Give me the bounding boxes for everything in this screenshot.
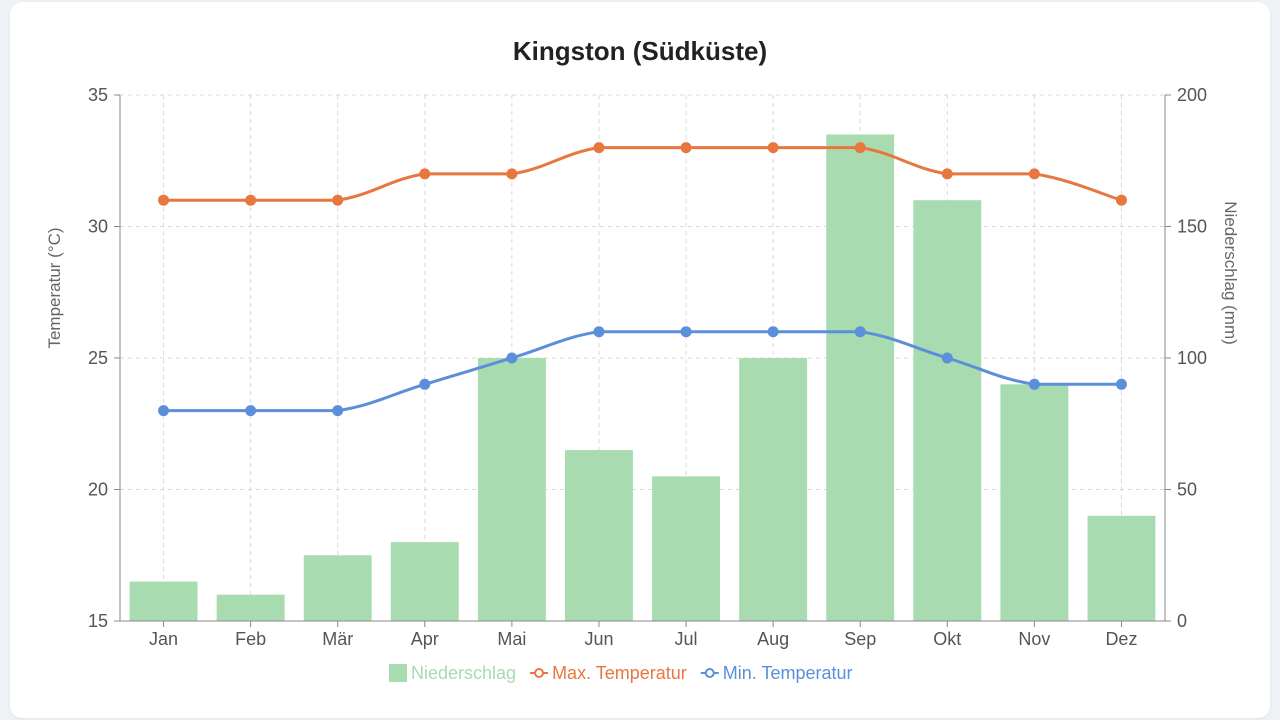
bar-niederschlag-Jan (129, 581, 198, 621)
bar-niederschlag-Nov (1000, 384, 1069, 621)
point-min-temperatur-Dez (1115, 378, 1127, 390)
point-max-temperatur-Jul (680, 142, 692, 154)
point-max-temperatur-Feb (245, 194, 257, 206)
axes: 15 20 25 30 35 0 50 100 150 200 Jan Feb Mär Apr Mai Jun… (88, 85, 1207, 649)
bar-niederschlag-Sep (826, 134, 895, 621)
bar-niederschlag-Aug (739, 358, 808, 621)
y-left-tick-label: 35 (88, 85, 108, 105)
x-tick-label: Aug (757, 629, 789, 649)
point-min-temperatur-Mai (506, 352, 518, 364)
y-left-tick-label: 20 (88, 480, 108, 500)
x-tick-label: Nov (1018, 629, 1050, 649)
line-max-temperatur (163, 146, 1122, 202)
bar-niederschlag-Feb (216, 594, 285, 621)
point-max-temperatur-Okt (941, 168, 953, 180)
bar-niederschlag-Apr (390, 542, 459, 621)
bar-niederschlag-Jul (652, 476, 721, 621)
y-axis-right-title: Niederschlag (mm) (1221, 201, 1240, 345)
y-left-tick-label: 15 (88, 611, 108, 631)
point-max-temperatur-Sep (854, 142, 866, 154)
x-tick-label: Okt (933, 629, 961, 649)
x-tick-label: Jul (675, 629, 698, 649)
legend-swatch-marker (704, 668, 715, 678)
point-max-temperatur-Mai (506, 168, 518, 180)
precipitation-bars (129, 134, 1156, 621)
legend[interactable]: Niederschlag Max. Temperatur Min. Temperat… (389, 663, 853, 683)
point-max-temperatur-Aug (767, 142, 779, 154)
point-max-temperatur-Mär (332, 194, 344, 206)
y-right-tick-label: 0 (1177, 611, 1187, 631)
point-min-temperatur-Jul (680, 326, 692, 338)
bar-niederschlag-Jun (564, 450, 633, 621)
y-axis-left-title: Temperatur (°C) (45, 227, 64, 348)
temperature-lines (158, 142, 1127, 417)
point-min-temperatur-Apr (419, 378, 431, 390)
point-min-temperatur-Sep (854, 326, 866, 338)
point-max-temperatur-Dez (1115, 194, 1127, 206)
y-right-tick-label: 100 (1177, 348, 1207, 368)
point-min-temperatur-Jun (593, 326, 605, 338)
y-right-tick-label: 150 (1177, 217, 1207, 237)
legend-label-niederschlag: Niederschlag (411, 663, 516, 683)
legend-label-max-temperatur: Max. Temperatur (552, 663, 687, 683)
x-tick-label: Dez (1105, 629, 1137, 649)
chart-title: Kingston (Südküste) (513, 36, 767, 66)
point-min-temperatur-Jan (158, 405, 170, 417)
legend-swatch-niederschlag (389, 664, 407, 682)
x-tick-label: Sep (844, 629, 876, 649)
point-min-temperatur-Nov (1028, 378, 1040, 390)
x-tick-label: Jan (149, 629, 178, 649)
y-right-tick-label: 50 (1177, 480, 1197, 500)
point-max-temperatur-Apr (419, 168, 431, 180)
legend-swatch-marker (534, 668, 545, 678)
bar-niederschlag-Dez (1087, 515, 1156, 621)
point-min-temperatur-Feb (245, 405, 257, 417)
point-max-temperatur-Jun (593, 142, 605, 154)
bar-niederschlag-Mai (477, 358, 546, 621)
x-tick-label: Mai (497, 629, 526, 649)
line-min-temperatur (163, 330, 1122, 413)
y-right-tick-label: 200 (1177, 85, 1207, 105)
point-max-temperatur-Nov (1028, 168, 1040, 180)
x-tick-label: Jun (584, 629, 613, 649)
bar-niederschlag-Mär (303, 555, 372, 621)
point-max-temperatur-Jan (158, 194, 170, 206)
x-tick-label: Feb (235, 629, 266, 649)
point-min-temperatur-Okt (941, 352, 953, 364)
point-min-temperatur-Aug (767, 326, 779, 338)
y-left-tick-label: 30 (88, 217, 108, 237)
legend-label-min-temperatur: Min. Temperatur (723, 663, 853, 683)
x-tick-label: Mär (322, 629, 353, 649)
y-left-tick-label: 25 (88, 348, 108, 368)
point-min-temperatur-Mär (332, 405, 344, 417)
bar-niederschlag-Okt (913, 200, 982, 621)
x-tick-label: Apr (411, 629, 439, 649)
